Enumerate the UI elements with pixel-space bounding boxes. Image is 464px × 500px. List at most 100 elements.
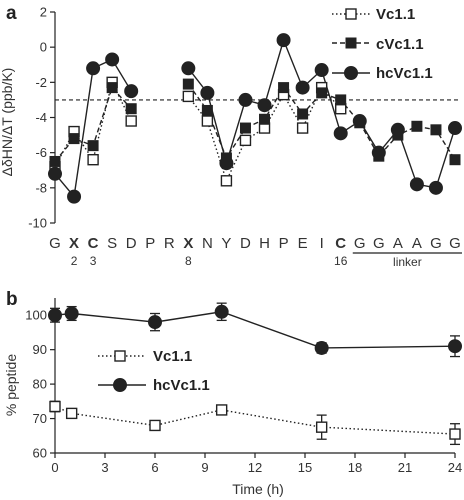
panel-b-series-1-point-1 <box>64 306 79 321</box>
panel-a-series-0-point-9 <box>220 175 233 187</box>
panel-a-series-2-point-9 <box>219 156 234 171</box>
panel-a-series-2-point-16 <box>352 114 367 129</box>
panel-a-series-2-point-18 <box>390 122 405 137</box>
panel-a-y-tick-label-0: 2 <box>40 5 47 20</box>
residue-label-11: H <box>259 235 270 252</box>
panel-label-b: b <box>6 289 18 310</box>
residue-label-16: G <box>354 235 366 252</box>
panel-b-x-tick-label-1: 3 <box>101 460 108 475</box>
panel-b-x-tick-label-5: 15 <box>298 460 312 475</box>
residue-label-20: G <box>430 235 442 252</box>
residue-label-15: C <box>335 235 346 252</box>
panel-b-series-0-line-0 <box>54 405 456 435</box>
residue-label-17: G <box>373 235 385 252</box>
panel-b-series-1-point-3 <box>214 304 229 319</box>
panel-b-x-tick-label-0: 0 <box>51 460 58 475</box>
panel-a-series-1-point-8 <box>201 104 213 116</box>
panel-b-series-1-point-5 <box>448 339 462 354</box>
panel-a-y-tick-label-2: -2 <box>35 75 47 90</box>
panel-b-y-tick-label-3: 90 <box>33 342 47 357</box>
panel-a-series-1-point-10 <box>239 122 251 134</box>
residue-label-6: R <box>164 235 175 252</box>
residue-number-2: 3 <box>90 254 97 268</box>
panel-a-series-0-point-8 <box>201 115 214 127</box>
panel-a-y-axis-title: ΔδHN/ΔT (ppb/K) <box>0 68 15 177</box>
panel-a-series-2-point-21 <box>448 121 462 136</box>
residue-label-2: C <box>88 235 99 252</box>
residue-label-1: X <box>69 235 79 252</box>
panel-b-y-axis-title: % peptide <box>3 354 19 416</box>
panel-a-y-tick-label-5: -8 <box>35 180 47 195</box>
panel-a-series-1-point-7 <box>182 78 194 90</box>
residue-label-7: X <box>183 235 193 252</box>
panel-b-y-tick-label-2: 80 <box>33 377 47 392</box>
panel-a-series-1-point-12 <box>278 82 290 94</box>
panel-a-series-0-point-13 <box>296 122 309 134</box>
panel-a-series-1-point-15 <box>335 94 347 106</box>
panel-a-series-0-point-7 <box>182 90 195 103</box>
panel-b-y-tick-label-0: 60 <box>33 446 47 461</box>
legend-b-label-vc11: Vc1.1 <box>153 348 192 365</box>
panel-a-y-tick-label-6: -10 <box>28 216 47 231</box>
panel-a-series-1-point-1 <box>68 133 80 145</box>
panel-b-legend: Vc1.1 hcVc1.1 <box>98 348 210 394</box>
panel-b-series-0-point-2 <box>149 419 161 432</box>
panel-a-series-0-point-2 <box>87 153 99 166</box>
legend-a-label-hcvc11: hcVc1.1 <box>376 65 433 82</box>
panel-a-series-2-point-2 <box>86 61 101 76</box>
residue-label-18: A <box>393 235 403 252</box>
panel-a-series-2-point-7 <box>181 61 196 76</box>
panel-b-x-tick-label-7: 21 <box>398 460 412 475</box>
panel-b-x-tick-label-3: 9 <box>201 460 208 475</box>
legend-b-label-hcvc11: hcVc1.1 <box>153 377 210 394</box>
panel-b-series-1-point-0 <box>48 308 62 323</box>
residue-label-3: S <box>107 235 117 252</box>
panel-b-series-1-point-4 <box>314 340 329 355</box>
panel-b-series-1-line-0 <box>54 311 456 349</box>
legend-a-label-vc11: Vc1.1 <box>376 6 415 23</box>
panel-a-series-1-point-11 <box>259 113 271 125</box>
panel-a-series-2-point-11 <box>257 98 272 113</box>
panel-b-series-0-point-5 <box>449 428 461 440</box>
panel-a-series-2-point-3 <box>105 52 120 67</box>
residue-label-14: I <box>320 235 324 252</box>
residue-label-8: N <box>202 235 213 252</box>
panel-b-series-0-point-3 <box>215 404 228 416</box>
panel-b-series-0-point-1 <box>65 407 78 420</box>
panel-a-series-1-point-19 <box>411 120 423 132</box>
residue-label-9: Y <box>221 235 231 252</box>
panel-a-series-2-point-10 <box>238 92 253 107</box>
panel-b-y-tick-label-4: 100 <box>25 308 47 323</box>
panel-b-series-0-point-4 <box>315 421 328 433</box>
legend-a-marker-1 <box>345 37 357 49</box>
panel-a-series-1-point-14 <box>316 87 328 99</box>
residue-label-0: G <box>49 235 61 252</box>
residue-label-13: E <box>298 235 308 252</box>
residue-number-15: 16 <box>334 254 348 268</box>
panel-a-series-2-line-0 <box>54 58 132 199</box>
panel-a-series-1-point-2 <box>87 140 99 152</box>
linker-label: linker <box>393 255 422 269</box>
residue-label-5: P <box>145 235 155 252</box>
panel-b-x-tick-label-2: 6 <box>151 460 158 475</box>
legend-a-label-cvc11: cVc1.1 <box>376 36 424 53</box>
panel-b-x-tick-label-6: 18 <box>348 460 362 475</box>
panel-a-series-2-point-0 <box>48 166 62 181</box>
legend-a-marker-2 <box>344 66 358 80</box>
panel-b-series-1-point-2 <box>148 315 162 330</box>
legend-a-marker-0 <box>345 8 357 20</box>
panel-a-y-tick-label-3: -4 <box>35 110 47 125</box>
panel-label-a: a <box>6 3 17 24</box>
panel-a-series-2-point-19 <box>409 177 424 192</box>
panel-a-legend: Vc1.1 cVc1.1 hcVc1.1 <box>332 6 433 82</box>
panel-a-series-1-point-13 <box>297 108 309 120</box>
panel-b-x-tick-label-8: 24 <box>448 460 462 475</box>
panel-a-series-2-point-15 <box>333 126 348 141</box>
panel-a-y-tick-label-1: 0 <box>40 40 47 55</box>
legend-b-marker-0 <box>114 350 126 362</box>
panel-a-series-1-point-0 <box>49 155 61 167</box>
panel-b-x-tick-label-4: 12 <box>248 460 262 475</box>
panel-b-chart: 60 70 80 90 100 0 3 6 9 12 15 18 21 24 <box>25 298 462 475</box>
